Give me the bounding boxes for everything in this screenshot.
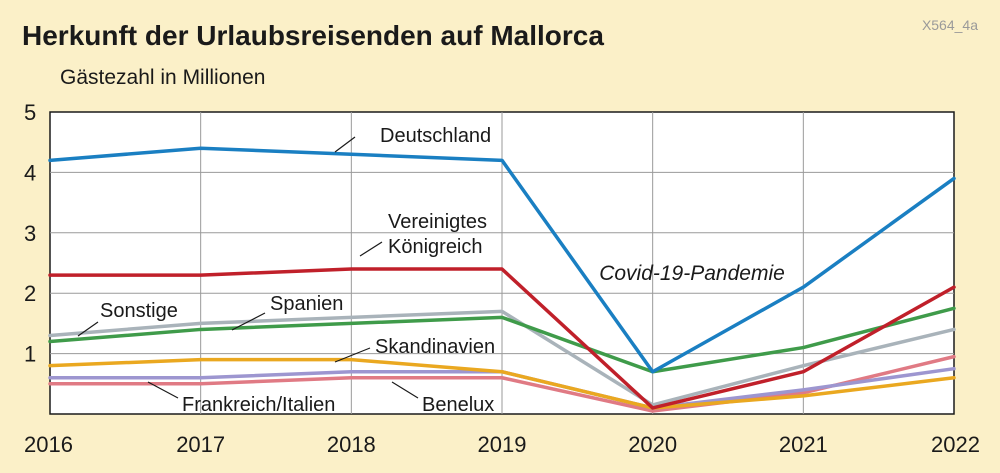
- y-tick-label: 2: [24, 281, 36, 306]
- series-label-leader: [147, 381, 179, 399]
- series-label-leader: [359, 241, 383, 257]
- series-line-vereinigtes-k-nigreich: [48, 267, 956, 410]
- series-label: Benelux: [422, 394, 494, 416]
- grid-lines: [50, 112, 954, 414]
- x-tick-label: 2022: [931, 432, 980, 457]
- series-label: Spanien: [270, 293, 343, 315]
- x-tick-label: 2020: [628, 432, 677, 457]
- y-tick-label: 4: [24, 160, 36, 185]
- series-label-leader: [334, 347, 371, 363]
- covid-annotation: Covid-19-Pandemie: [599, 262, 785, 285]
- x-tick-label: 2021: [779, 432, 828, 457]
- x-tick-label: 2018: [327, 432, 376, 457]
- series-line-sonstige: [48, 309, 956, 407]
- y-tick-label: 3: [24, 221, 36, 246]
- y-tick-label: 5: [24, 100, 36, 125]
- x-tick-label: 2019: [478, 432, 527, 457]
- series-label: Königreich: [388, 236, 483, 258]
- series-label-leader: [77, 321, 99, 337]
- series-label: Deutschland: [380, 125, 491, 147]
- series-label-leader: [231, 312, 266, 331]
- y-tick-label: 1: [24, 342, 36, 367]
- x-tick-label: 2016: [24, 432, 73, 457]
- series-label: Vereinigtes: [388, 211, 487, 233]
- y-axis-label: Gästezahl in Millionen: [60, 66, 265, 89]
- series-label: Skandinavien: [375, 336, 495, 358]
- series-label: Frankreich/Italien: [182, 394, 335, 416]
- series-lines: [48, 146, 956, 413]
- series-line-spanien: [48, 306, 956, 374]
- axis-ticks: 2016 2017 2018 2019 2020 2021 2022 1 2 3 4 5: [24, 100, 980, 457]
- chart-title: Herkunft der Urlaubsreisenden auf Mallor…: [22, 20, 604, 51]
- series-labels: Deutschland Vereinigtes Königreich Sonstige…: [77, 125, 495, 416]
- series-line-skandinavien: [48, 357, 956, 410]
- series-label-leader: [391, 381, 419, 399]
- series-line-benelux: [48, 354, 956, 413]
- figure-code: X564_4a: [922, 17, 978, 33]
- series-label-leader: [334, 136, 356, 153]
- series-label: Sonstige: [100, 300, 178, 322]
- series-line-deutschland: [48, 146, 956, 374]
- x-tick-label: 2017: [176, 432, 225, 457]
